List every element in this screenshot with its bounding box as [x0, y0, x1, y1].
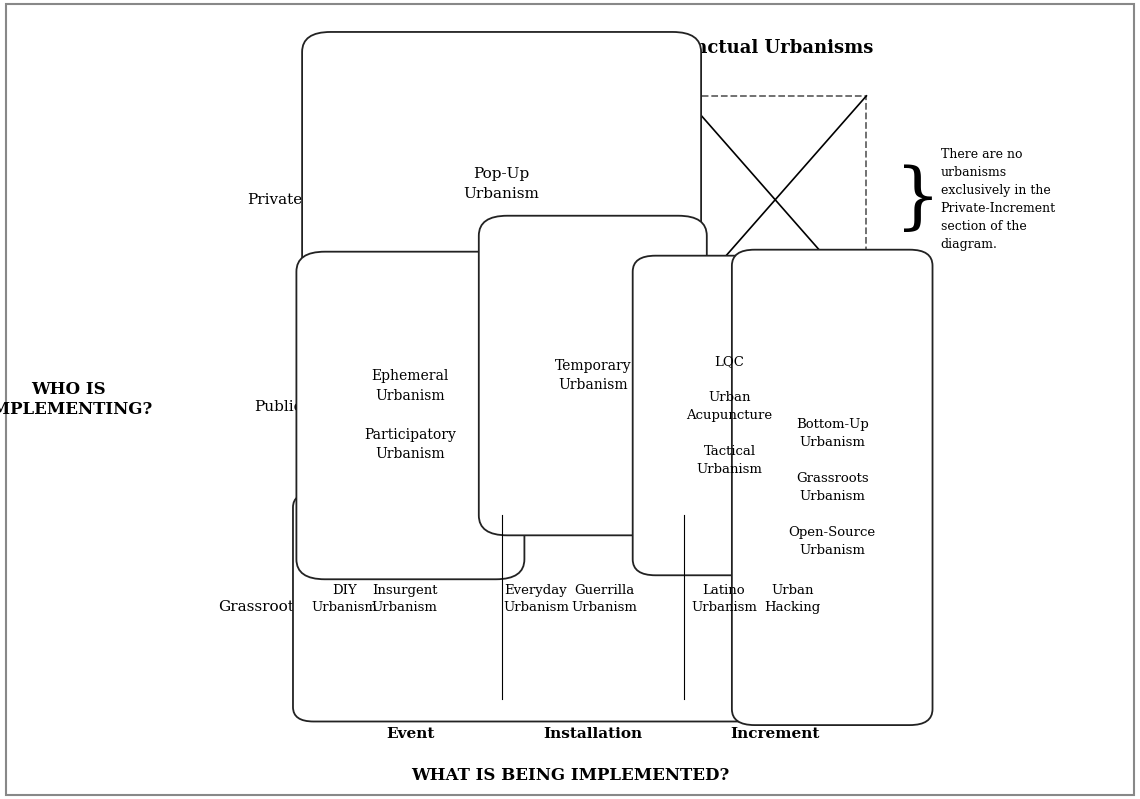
Text: Event: Event — [386, 727, 434, 741]
Text: Diagram on the Dimensions of Punctual Urbanisms: Diagram on the Dimensions of Punctual Ur… — [353, 39, 873, 57]
Text: }: } — [895, 165, 940, 235]
Text: Latino
Urbanism: Latino Urbanism — [691, 584, 757, 614]
Text: WHO IS
IMPLEMENTING?: WHO IS IMPLEMENTING? — [0, 381, 153, 418]
Text: Guerrilla
Urbanism: Guerrilla Urbanism — [571, 584, 637, 614]
FancyBboxPatch shape — [732, 249, 933, 725]
Text: Private: Private — [247, 193, 302, 207]
Text: Increment: Increment — [731, 727, 820, 741]
Text: Insurgent
Urbanism: Insurgent Urbanism — [372, 584, 438, 614]
Text: Installation: Installation — [544, 727, 642, 741]
Text: There are no
urbanisms
exclusively in the
Private-Increment
section of the
diagr: There are no urbanisms exclusively in th… — [940, 149, 1056, 251]
FancyBboxPatch shape — [296, 252, 524, 579]
FancyBboxPatch shape — [479, 216, 707, 535]
Text: Temporary
Urbanism: Temporary Urbanism — [554, 359, 632, 392]
Text: Urban
Hacking: Urban Hacking — [764, 584, 821, 614]
Text: WHAT IS BEING IMPLEMENTED?: WHAT IS BEING IMPLEMENTED? — [410, 766, 730, 784]
FancyBboxPatch shape — [302, 32, 701, 336]
Text: Public: Public — [254, 400, 302, 415]
Text: Bottom-Up
Urbanism

Grassroots
Urbanism

Open-Source
Urbanism: Bottom-Up Urbanism Grassroots Urbanism O… — [789, 418, 876, 557]
FancyBboxPatch shape — [293, 493, 893, 721]
Text: Everyday
Urbanism: Everyday Urbanism — [503, 584, 569, 614]
Text: Pop-Up
Urbanism: Pop-Up Urbanism — [464, 167, 539, 201]
Text: DIY
Urbanism: DIY Urbanism — [311, 584, 377, 614]
Text: Ephemeral
Urbanism

Participatory
Urbanism: Ephemeral Urbanism Participatory Urbanis… — [365, 369, 456, 462]
Text: LQC

Urban
Acupuncture

Tactical
Urbanism: LQC Urban Acupuncture Tactical Urbanism — [686, 355, 773, 476]
FancyBboxPatch shape — [633, 256, 826, 575]
Text: Grassroots: Grassroots — [219, 600, 302, 614]
